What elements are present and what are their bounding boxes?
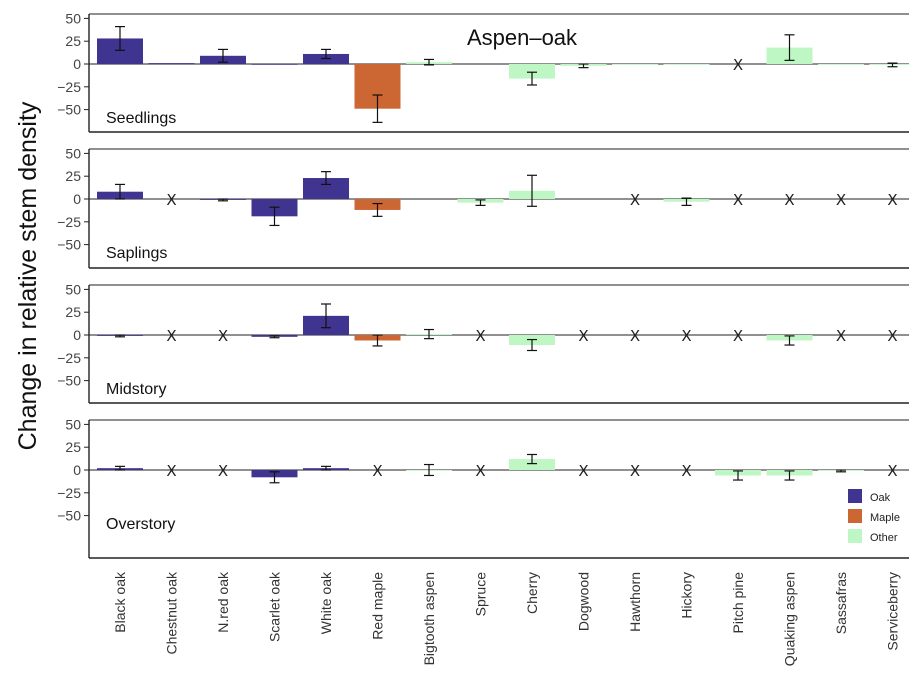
y-tick-label: −50 [57,102,81,118]
y-tick-label: −25 [57,350,81,366]
x-tick-label-pitch-pine: Pitch pine [730,572,746,634]
panel-label-seedlings: Seedlings [106,110,176,127]
missing-marker-hawthorn: X [630,191,640,209]
bar-cherry [509,459,555,470]
y-tick-label: 25 [65,168,81,184]
y-tick-label: −50 [57,373,81,389]
panels-layer: 50 25 0 −25 −50 X Seedlings 50 25 0 −25 −50 X X X X X X Sa… [57,10,909,559]
x-tick-label-chestnut-oak: Chestnut oak [164,571,180,654]
bar-sassafras [818,64,864,65]
missing-marker-hickory: X [681,327,691,345]
missing-marker-chestnut-oak: X [166,191,176,209]
y-tick-label: 50 [65,281,81,297]
panel-label-overstory: Overstory [106,516,175,533]
legend-swatch-oak [848,489,862,503]
y-tick-label: 0 [73,327,81,343]
y-tick-label: 0 [73,56,81,72]
x-tick-label-sassafras: Sassafras [833,572,849,634]
y-tick-label: −50 [57,237,81,253]
missing-marker-serviceberry: X [887,462,897,480]
bar-hickory [663,64,710,65]
y-tick-label: 50 [65,416,81,432]
missing-marker-pitch-pine: X [733,191,743,209]
missing-marker-serviceberry: X [887,327,897,345]
x-tick-label-bigtooth-aspen: Bigtooth aspen [421,572,437,665]
missing-marker-n-red-oak: X [218,327,228,345]
x-tick-label-dogwood: Dogwood [576,572,592,631]
bar-chestnut-oak [148,63,195,64]
x-tick-label-white-oak: White oak [318,571,334,634]
bar-hawthorn [612,64,658,65]
y-tick-label: −25 [57,485,81,501]
y-tick-label: 0 [73,462,81,478]
missing-marker-n-red-oak: X [218,462,228,480]
legend: Oak Maple Other [848,489,900,544]
y-tick-label: −25 [57,214,81,230]
missing-marker-chestnut-oak: X [166,327,176,345]
x-tick-label-hickory: Hickory [679,572,695,619]
panel-overstory: 50 25 0 −25 −50 X X X X X X X X Overstory [57,416,909,559]
missing-marker-chestnut-oak: X [166,462,176,480]
bar-white-oak [303,178,349,199]
x-tick-label-spruce: Spruce [473,572,489,617]
missing-marker-hawthorn: X [630,462,640,480]
legend-label-maple: Maple [870,512,900,524]
y-tick-label: 50 [65,10,81,26]
missing-marker-dogwood: X [578,462,588,480]
missing-marker-red-maple: X [372,462,382,480]
x-tick-label-serviceberry: Serviceberry [885,572,901,651]
missing-marker-pitch-pine: X [733,327,743,345]
panel-midstory: 50 25 0 −25 −50 X X X X X X X X X Midstory [57,281,909,404]
missing-marker-sassafras: X [836,191,846,209]
x-tick-label-cherry: Cherry [524,572,540,614]
y-tick-label: 25 [65,33,81,49]
legend-label-oak: Oak [870,492,891,504]
y-axis-title: Change in relative stem density [14,101,42,450]
y-tick-label: 25 [65,304,81,320]
y-tick-label: 50 [65,145,81,161]
x-tick-label-quaking-aspen: Quaking aspen [782,572,798,666]
y-tick-label: −25 [57,79,81,95]
missing-marker-serviceberry: X [887,191,897,209]
missing-marker-hawthorn: X [630,327,640,345]
bar-serviceberry [869,64,909,65]
y-tick-label: −50 [57,508,81,524]
x-axis-labels: Black oak Chestnut oak N.red oak Scarlet oa… [112,571,901,666]
missing-marker-dogwood: X [578,327,588,345]
bar-scarlet-oak [251,64,298,65]
missing-marker-hickory: X [681,462,691,480]
y-tick-label: 0 [73,191,81,207]
x-tick-label-hawthorn: Hawthorn [627,572,643,632]
panel-seedlings: 50 25 0 −25 −50 X Seedlings [57,10,909,133]
panel-saplings: 50 25 0 −25 −50 X X X X X X Saplings [57,145,909,269]
legend-swatch-maple [848,509,862,523]
missing-marker-spruce: X [475,327,485,345]
missing-marker-spruce: X [475,462,485,480]
x-tick-label-red-maple: Red maple [370,572,386,640]
missing-marker-quaking-aspen: X [784,191,794,209]
legend-label-other: Other [870,532,898,544]
panel-label-midstory: Midstory [106,381,166,398]
chart-title: Aspen–oak [467,25,578,50]
panel-label-saplings: Saplings [106,245,167,262]
x-tick-label-black-oak: Black oak [112,571,128,633]
bar-cherry [509,64,555,79]
x-tick-label-scarlet-oak: Scarlet oak [267,571,283,642]
x-tick-label-n-red-oak: N.red oak [215,571,231,633]
y-tick-label: 25 [65,439,81,455]
missing-marker-sassafras: X [836,327,846,345]
legend-swatch-other [848,529,862,543]
missing-marker-pitch-pine: X [733,56,743,74]
